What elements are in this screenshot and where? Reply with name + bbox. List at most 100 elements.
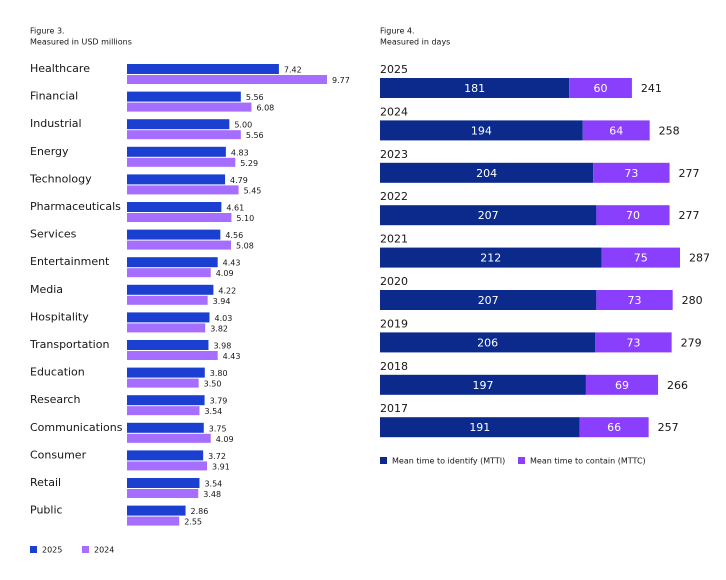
- bar-segment: [380, 205, 597, 226]
- segment-label: 204: [476, 167, 497, 180]
- bar-segment: [380, 162, 594, 183]
- bar: [127, 312, 210, 323]
- category-label: Entertainment: [30, 255, 110, 268]
- legend-label: Mean time to contain (MTTC): [530, 457, 646, 466]
- bar: [127, 284, 214, 295]
- legend-label: 2024: [94, 546, 114, 555]
- value-label: 4.83: [231, 148, 249, 157]
- value-label: 3.54: [204, 480, 222, 489]
- bar: [127, 450, 204, 461]
- category-label: 2025: [380, 63, 408, 76]
- total-label: 257: [658, 421, 679, 434]
- value-label: 5.00: [234, 121, 252, 130]
- category-label: Education: [30, 366, 85, 379]
- bar-segment: [593, 162, 670, 183]
- bar: [127, 395, 205, 406]
- value-label: 5.10: [236, 214, 254, 223]
- segment-label: 73: [628, 294, 642, 307]
- bar: [127, 406, 200, 416]
- segment-label: 191: [469, 421, 490, 434]
- value-label: 2.86: [191, 507, 209, 516]
- bar-segment: [380, 417, 580, 438]
- total-label: 258: [659, 124, 680, 137]
- bar-segment: [380, 247, 602, 268]
- legend-swatch: [518, 457, 525, 464]
- category-label: 2022: [380, 190, 408, 203]
- bar: [127, 229, 221, 240]
- bar: [127, 257, 218, 268]
- bar: [127, 130, 241, 140]
- bar: [127, 75, 327, 84]
- category-label: 2020: [380, 275, 408, 288]
- segment-label: 181: [464, 82, 485, 95]
- bar: [127, 351, 218, 360]
- bar: [127, 157, 236, 167]
- value-label: 4.09: [216, 435, 234, 444]
- value-label: 4.56: [225, 231, 243, 240]
- chart-subtitle: Measured in USD millions: [30, 38, 132, 47]
- total-label: 277: [679, 167, 700, 180]
- value-label: 3.91: [212, 462, 230, 471]
- value-label: 4.43: [223, 259, 241, 268]
- total-label: 280: [682, 294, 703, 307]
- value-label: 5.29: [240, 159, 258, 168]
- category-label: 2018: [380, 360, 408, 373]
- bar: [127, 268, 211, 278]
- bar: [127, 174, 226, 185]
- legend-swatch: [30, 546, 37, 553]
- value-label: 3.50: [204, 380, 222, 389]
- legend-swatch: [82, 546, 89, 553]
- bar: [127, 505, 186, 516]
- bar-segment: [380, 374, 586, 395]
- bar: [127, 433, 211, 443]
- value-label: 4.79: [230, 176, 248, 185]
- segment-label: 73: [626, 336, 640, 349]
- value-label: 7.42: [284, 66, 302, 75]
- bar: [127, 213, 232, 222]
- legend-swatch: [380, 457, 387, 464]
- segment-label: 75: [634, 252, 648, 265]
- value-label: 4.43: [223, 352, 241, 361]
- value-label: 3.82: [210, 324, 228, 333]
- segment-label: 197: [472, 379, 493, 392]
- category-label: Transportation: [29, 338, 109, 351]
- bar: [127, 378, 199, 388]
- bar: [127, 102, 252, 112]
- bar: [127, 185, 239, 195]
- category-label: 2021: [380, 233, 408, 246]
- bar: [127, 64, 279, 74]
- category-label: Retail: [30, 476, 61, 489]
- category-label: Energy: [30, 145, 69, 158]
- bar-segment: [380, 332, 596, 353]
- bar: [127, 240, 231, 250]
- bar-segment: [601, 247, 680, 268]
- value-label: 3.94: [213, 297, 231, 306]
- value-label: 3.54: [204, 407, 222, 416]
- value-label: 4.61: [226, 204, 244, 213]
- segment-label: 66: [607, 421, 621, 434]
- legend-label: 2025: [42, 546, 62, 555]
- bar: [127, 323, 206, 333]
- value-label: 9.77: [332, 76, 350, 85]
- bar: [127, 340, 209, 350]
- category-label: 2017: [380, 402, 408, 415]
- value-label: 3.80: [210, 369, 228, 378]
- segment-label: 206: [477, 336, 498, 349]
- bar-segment: [595, 332, 672, 353]
- chart-title: Figure 3.: [30, 27, 65, 36]
- bar-segment: [579, 417, 649, 438]
- segment-label: 207: [478, 209, 499, 222]
- value-label: 6.08: [256, 104, 274, 113]
- bar-segment: [582, 120, 650, 141]
- segment-label: 73: [624, 167, 638, 180]
- category-label: Public: [30, 504, 63, 517]
- segment-label: 69: [615, 379, 629, 392]
- bar: [127, 516, 180, 526]
- total-label: 266: [667, 379, 688, 392]
- value-label: 2.55: [184, 518, 202, 527]
- value-label: 5.56: [246, 93, 264, 102]
- category-label: Industrial: [30, 117, 82, 130]
- category-label: 2019: [380, 317, 408, 330]
- total-label: 287: [689, 252, 710, 265]
